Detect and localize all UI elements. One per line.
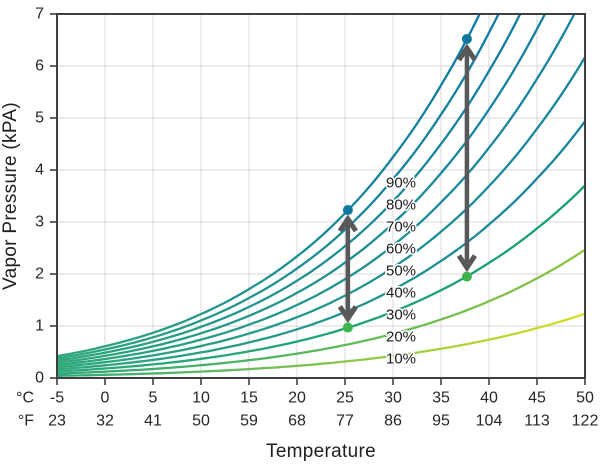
axis-tick-marks — [50, 13, 586, 385]
x-tick-label-fahrenheit: 77 — [336, 413, 354, 430]
x-tick-label-celsius: 10 — [192, 390, 210, 407]
x-tick-label-fahrenheit: 104 — [476, 413, 503, 430]
arrow-head-down-icon — [337, 305, 358, 324]
y-tick-label: 7 — [35, 6, 44, 23]
rh-curve-label: 60% — [386, 241, 416, 258]
rh-curve-90 — [56, 13, 501, 360]
actual-vapor-pressure-dot — [342, 322, 353, 333]
rh-curve-40 — [56, 120, 586, 371]
rh-curve-30 — [56, 184, 586, 373]
y-tick-labels: 0 1 2 3 4 5 6 7 — [35, 6, 44, 387]
saturation-point-dot — [342, 205, 353, 216]
arrow-head-up-icon — [456, 43, 478, 62]
saturation-point-dot — [461, 33, 472, 44]
rh-curve-label: 50% — [386, 263, 416, 280]
x-tick-label-fahrenheit: 23 — [48, 413, 66, 430]
x-tick-label-celsius: 50 — [576, 390, 594, 407]
plot-frame — [56, 13, 586, 379]
y-tick-label: 5 — [35, 110, 44, 127]
x-tick-label-fahrenheit: 113 — [524, 413, 550, 430]
gridlines — [57, 14, 585, 378]
x-tick-label-celsius: 20 — [288, 390, 306, 407]
y-tick-label: 6 — [35, 58, 44, 75]
x-tick-label-celsius: 0 — [101, 390, 110, 407]
x-tick-label-celsius: -5 — [50, 390, 64, 407]
fahrenheit-row-label: °F — [18, 413, 34, 430]
x-tick-label-celsius: 15 — [240, 390, 258, 407]
x-tick-label-fahrenheit: 122 — [572, 413, 599, 430]
x-tick-label-fahrenheit: 32 — [96, 413, 114, 430]
celsius-row-label: °C — [16, 390, 34, 407]
y-tick-label: 1 — [35, 318, 44, 335]
rh-curve-label: 10% — [386, 351, 416, 368]
rh-curve-label: 70% — [386, 219, 416, 236]
rh-curve-label: 90% — [386, 175, 416, 192]
rh-curve-labels: 90% 80% 70% 60% 50% 40% 30% 20% 10% — [384, 173, 417, 369]
rh-curve-label: 30% — [386, 307, 416, 324]
arrow-head-up-icon — [337, 214, 358, 233]
rh-curve-80 — [56, 13, 522, 362]
vpd-annotation — [456, 33, 478, 282]
x-tick-label-fahrenheit: 59 — [240, 413, 258, 430]
x-tick-label-fahrenheit: 50 — [192, 413, 210, 430]
rh-curve-label: 80% — [386, 197, 416, 214]
x-tick-labels: -5 23 0 32 5 41 10 50 15 59 20 68 25 77 30 86 35 95 40 104 4… — [48, 390, 598, 430]
actual-vapor-pressure-dot — [461, 271, 472, 282]
x-tick-label-celsius: 25 — [336, 390, 354, 407]
rh-curve-10 — [56, 312, 586, 377]
arrow-head-down-icon — [456, 254, 478, 273]
y-tick-label: 3 — [35, 214, 44, 231]
rh-curve-100 — [56, 13, 482, 358]
rh-curve-50 — [56, 56, 586, 369]
x-tick-label-fahrenheit: 95 — [432, 413, 450, 430]
x-axis-title: Temperature — [266, 441, 376, 462]
rh-curve-20 — [56, 248, 586, 375]
x-tick-label-fahrenheit: 68 — [288, 413, 306, 430]
y-tick-label: 2 — [35, 266, 44, 283]
x-tick-label-celsius: 45 — [528, 390, 546, 407]
rh-curves — [56, 13, 586, 377]
vpd-annotation — [337, 205, 358, 333]
y-tick-label: 4 — [35, 162, 44, 179]
y-tick-label: 0 — [35, 370, 44, 387]
rh-curve-label: 40% — [386, 285, 416, 302]
x-tick-label-fahrenheit: 86 — [384, 413, 402, 430]
rh-curve-label: 20% — [386, 329, 416, 346]
x-tick-label-celsius: 35 — [432, 390, 450, 407]
x-tick-label-celsius: 40 — [480, 390, 498, 407]
x-tick-label-fahrenheit: 41 — [144, 413, 162, 430]
x-tick-label-celsius: 30 — [384, 390, 402, 407]
vpd-annotations — [337, 33, 478, 333]
x-tick-label-celsius: 5 — [149, 390, 158, 407]
rh-curve-60 — [56, 13, 577, 367]
y-axis-title: Vapor Pressure (kPA) — [0, 102, 21, 290]
